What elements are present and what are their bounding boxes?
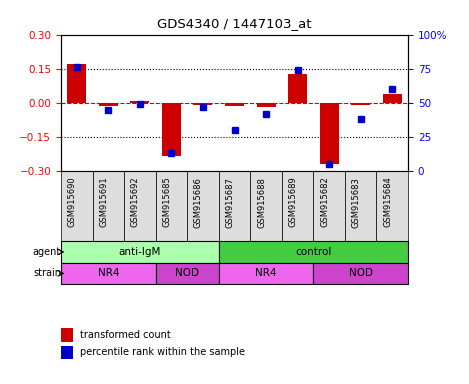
Bar bbox=[250, 171, 282, 241]
Bar bbox=[219, 263, 313, 284]
Text: NOD: NOD bbox=[175, 268, 199, 278]
Text: GSM915688: GSM915688 bbox=[257, 177, 266, 228]
Bar bbox=[156, 263, 219, 284]
Text: GSM915685: GSM915685 bbox=[162, 177, 171, 227]
Text: anti-IgM: anti-IgM bbox=[119, 247, 161, 257]
Text: control: control bbox=[295, 247, 332, 257]
Text: GSM915689: GSM915689 bbox=[288, 177, 298, 227]
Text: GSM915687: GSM915687 bbox=[226, 177, 234, 228]
Bar bbox=[377, 171, 408, 241]
Bar bbox=[219, 241, 408, 263]
Text: agent: agent bbox=[33, 247, 61, 257]
Bar bbox=[313, 171, 345, 241]
Bar bbox=[61, 241, 219, 263]
Text: NR4: NR4 bbox=[98, 268, 119, 278]
Text: percentile rank within the sample: percentile rank within the sample bbox=[80, 347, 245, 358]
Bar bbox=[282, 171, 313, 241]
Text: GSM915684: GSM915684 bbox=[383, 177, 392, 227]
Bar bbox=[61, 346, 73, 359]
Text: GSM915690: GSM915690 bbox=[68, 177, 77, 227]
Bar bbox=[320, 103, 339, 164]
Bar bbox=[345, 171, 377, 241]
Bar bbox=[162, 103, 181, 156]
Text: transformed count: transformed count bbox=[80, 330, 171, 340]
Bar bbox=[61, 263, 156, 284]
Text: strain: strain bbox=[33, 268, 61, 278]
Bar bbox=[351, 103, 370, 105]
Bar bbox=[92, 171, 124, 241]
Bar bbox=[67, 64, 86, 103]
Text: NOD: NOD bbox=[349, 268, 373, 278]
Text: GSM915682: GSM915682 bbox=[320, 177, 329, 227]
Text: GSM915692: GSM915692 bbox=[131, 177, 140, 227]
Bar bbox=[225, 103, 244, 106]
Text: GSM915691: GSM915691 bbox=[99, 177, 108, 227]
Text: GDS4340 / 1447103_at: GDS4340 / 1447103_at bbox=[157, 17, 312, 30]
Bar bbox=[313, 263, 408, 284]
Bar bbox=[99, 103, 118, 106]
Text: GSM915683: GSM915683 bbox=[352, 177, 361, 228]
Bar bbox=[124, 171, 156, 241]
Bar bbox=[61, 171, 92, 241]
Text: NR4: NR4 bbox=[255, 268, 277, 278]
Text: GSM915686: GSM915686 bbox=[194, 177, 203, 228]
Bar bbox=[156, 171, 187, 241]
Bar bbox=[130, 101, 149, 103]
Bar bbox=[257, 103, 275, 108]
Bar bbox=[187, 171, 219, 241]
Bar bbox=[219, 171, 250, 241]
Bar bbox=[194, 103, 212, 105]
Bar bbox=[61, 328, 73, 342]
Bar bbox=[288, 74, 307, 103]
Bar bbox=[383, 94, 402, 103]
